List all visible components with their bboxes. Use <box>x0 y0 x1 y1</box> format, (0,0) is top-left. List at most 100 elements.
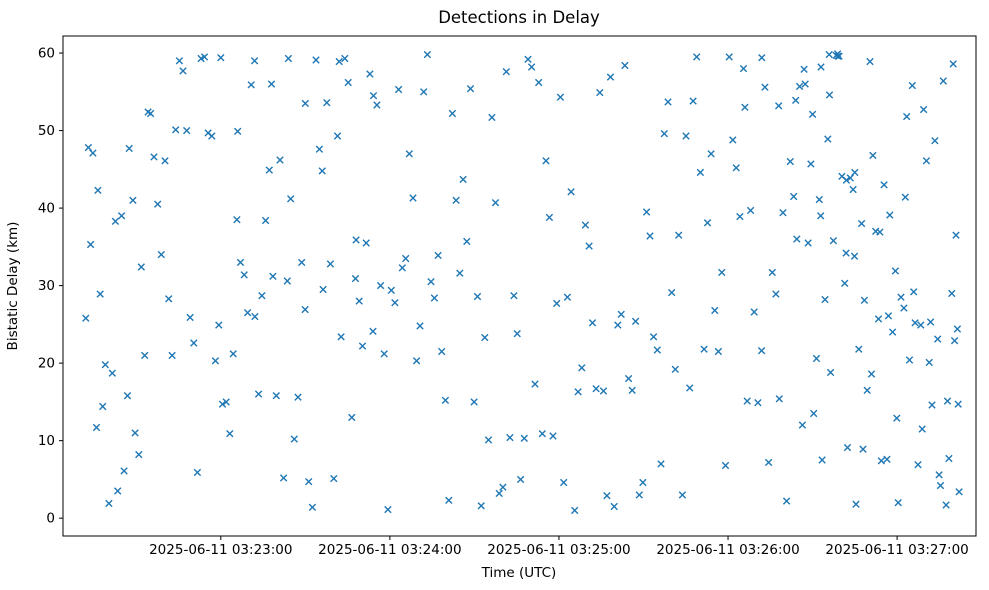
y-axis-label: Bistatic Delay (km) <box>5 222 21 351</box>
data-point <box>826 368 835 377</box>
data-point <box>732 164 740 172</box>
data-point <box>290 435 298 443</box>
data-point <box>315 145 324 153</box>
data-point <box>287 195 295 203</box>
data-point <box>935 471 943 479</box>
y-axis-ticks: 0 10 20 30 40 50 60 <box>38 46 63 527</box>
data-point <box>146 109 155 118</box>
data-point <box>108 369 116 377</box>
data-point <box>775 102 783 110</box>
data-point <box>218 400 227 408</box>
data-point <box>850 252 859 260</box>
data-point <box>901 193 909 201</box>
data-point <box>351 274 360 283</box>
data-point <box>851 168 859 177</box>
data-point <box>470 398 478 406</box>
data-point <box>860 296 869 304</box>
data-point <box>233 216 241 224</box>
data-point <box>852 500 860 508</box>
data-point <box>825 91 834 99</box>
data-point <box>660 130 668 138</box>
data-point <box>344 78 352 87</box>
data-point <box>312 56 320 64</box>
data-point <box>513 330 521 338</box>
data-point <box>502 68 510 76</box>
data-point <box>603 492 611 500</box>
data-point <box>711 306 719 315</box>
data-point <box>352 236 360 244</box>
data-point <box>621 61 629 70</box>
data-point <box>833 50 842 58</box>
data-point <box>624 374 633 383</box>
data-point <box>319 285 327 294</box>
data-point <box>179 67 187 75</box>
data-point <box>448 109 457 118</box>
data-point <box>653 346 661 354</box>
data-point <box>358 342 367 350</box>
data-point <box>592 385 600 393</box>
data-point <box>696 168 705 177</box>
data-point <box>614 321 622 329</box>
data-point <box>165 295 173 303</box>
data-point <box>764 458 773 467</box>
x-axis-label: Time (UTC) <box>481 565 557 581</box>
data-point <box>768 268 776 277</box>
data-point <box>703 219 712 227</box>
data-point <box>456 269 464 277</box>
data-point <box>117 212 126 220</box>
data-point <box>240 271 248 279</box>
data-point <box>739 64 748 73</box>
data-point <box>910 288 918 296</box>
y-tick-label: 60 <box>38 46 55 62</box>
data-point <box>943 397 952 405</box>
data-point <box>928 401 936 409</box>
data-point <box>538 430 546 438</box>
data-point <box>123 392 132 400</box>
data-point <box>535 78 543 87</box>
data-point <box>908 81 916 90</box>
data-point <box>894 499 902 507</box>
data-point <box>934 335 942 343</box>
data-point <box>89 149 97 157</box>
data-point <box>86 240 95 249</box>
data-point <box>954 400 962 408</box>
data-point <box>101 361 109 369</box>
data-point <box>305 478 313 486</box>
data-point <box>800 65 808 73</box>
data-point <box>855 345 863 353</box>
data-point <box>675 231 683 239</box>
data-point <box>867 370 876 378</box>
data-point <box>880 181 888 189</box>
data-point <box>876 228 884 236</box>
data-point <box>387 286 395 294</box>
x-tick-label: 2025-06-11 03:26:00 <box>656 542 799 558</box>
data-point <box>318 167 326 175</box>
data-point <box>700 345 708 353</box>
y-tick-label: 30 <box>38 278 55 294</box>
data-point <box>247 81 255 89</box>
data-point <box>131 429 139 437</box>
data-point <box>412 357 421 365</box>
data-point <box>217 54 225 62</box>
data-point <box>114 487 122 495</box>
data-point <box>925 358 933 367</box>
data-point <box>798 421 807 429</box>
data-point <box>384 505 392 514</box>
data-point <box>884 312 893 320</box>
data-point <box>488 113 496 122</box>
data-point <box>545 213 554 222</box>
data-point <box>527 63 536 71</box>
data-point <box>952 231 960 239</box>
data-point <box>484 436 493 444</box>
data-point <box>423 50 432 59</box>
data-point <box>610 502 618 511</box>
data-point <box>348 413 356 422</box>
data-point <box>793 235 801 243</box>
data-point <box>758 54 766 62</box>
data-point <box>945 454 953 463</box>
data-point <box>190 339 198 347</box>
data-point <box>779 209 787 217</box>
data-point <box>849 185 857 194</box>
data-point <box>495 489 503 498</box>
